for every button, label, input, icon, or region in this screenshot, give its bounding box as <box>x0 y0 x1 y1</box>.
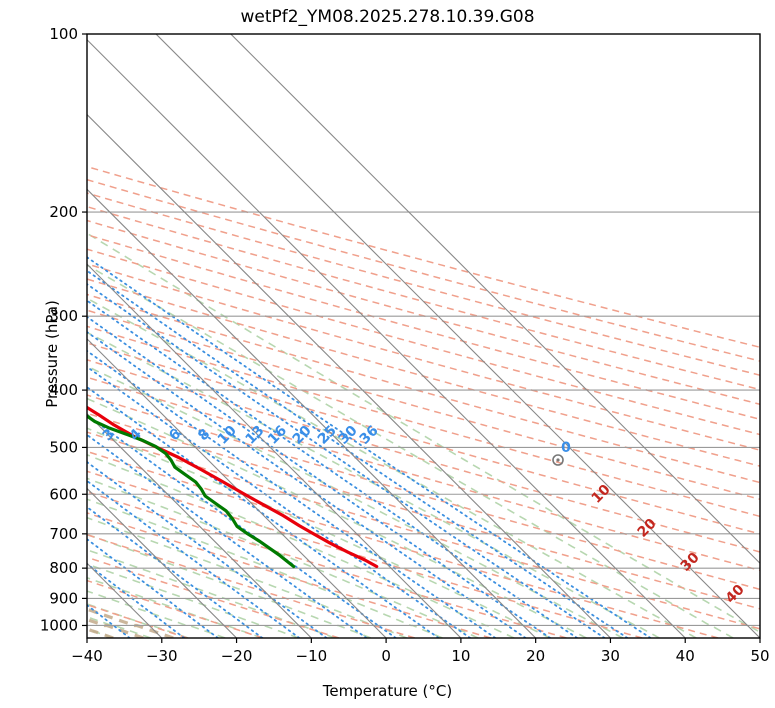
isotherm-line <box>230 34 760 565</box>
moist-adiabat-line <box>87 331 660 638</box>
isobar-lines <box>87 34 760 627</box>
y-tick-label: 100 <box>49 25 78 43</box>
isotherm-line <box>155 34 760 638</box>
dry-adiabat-line <box>87 491 567 638</box>
level-marker-circle[interactable] <box>552 454 564 466</box>
moist-adiabat-line <box>87 477 479 638</box>
mixing-ratio-line <box>87 433 368 638</box>
moist-adiabat-line <box>87 297 697 638</box>
x-axis-label: Temperature (°C) <box>322 682 453 700</box>
mixing-ratio-line <box>87 256 652 638</box>
isotherm-line <box>87 263 462 638</box>
dry-adiabat-line <box>87 309 760 501</box>
mixing-ratio-line <box>87 269 629 638</box>
x-tick-label: 30 <box>601 647 620 665</box>
x-tick-label: 0 <box>381 647 391 665</box>
x-tick-label: 50 <box>750 647 769 665</box>
dry-adiabat-line <box>87 219 760 406</box>
isotherm-line <box>87 338 387 638</box>
x-tick-label: −10 <box>296 647 328 665</box>
y-tick-label: 600 <box>49 485 78 503</box>
mixing-ratio-line <box>87 479 301 638</box>
page-title: wetPf2_YM08.2025.278.10.39.G08 <box>240 7 535 27</box>
y-tick-label: 1000 <box>40 616 78 634</box>
mixing-ratio-line <box>87 538 219 638</box>
dry-adiabat-line <box>87 248 760 436</box>
moist-adiabat-line <box>87 590 226 638</box>
mixing-ratio-line <box>87 562 186 638</box>
moist-adiabat-line <box>87 427 551 638</box>
axis-ticks: −40 −30 −20 −10 0 10 20 30 40 50 100 200 300 400 500 60… <box>40 25 770 665</box>
x-tick-label: −30 <box>146 647 178 665</box>
isotherm-line <box>0 34 12 638</box>
moist-adiabat-line <box>87 232 760 634</box>
isotherm-line <box>87 637 88 638</box>
moist-adiabat-line <box>87 576 263 638</box>
isotherm-line <box>87 188 537 638</box>
plot-background <box>87 34 760 638</box>
plot-border <box>86 33 761 639</box>
mixing-ratio-label: 1 <box>3 426 21 444</box>
y-tick-label: 900 <box>49 589 78 607</box>
sounding-dewpoint-curve <box>87 414 296 569</box>
isotherm-line <box>87 487 237 638</box>
moist-adiabat-lines <box>87 232 760 638</box>
isotherm-line <box>87 38 686 638</box>
dry-adiabat-line <box>87 278 760 467</box>
moist-adiabat-line <box>87 365 624 638</box>
moist-adiabat-line <box>87 397 587 638</box>
x-tick-label: 20 <box>526 647 545 665</box>
x-tick-label: −40 <box>71 647 103 665</box>
sounding-curves <box>87 405 379 569</box>
dry-adiabat-line <box>87 579 264 638</box>
x-tick-label: 40 <box>676 647 695 665</box>
dry-adiabat-line <box>87 263 760 451</box>
mixing-ratio-line <box>87 283 606 638</box>
y-tick-label: 800 <box>49 559 78 577</box>
dry-adiabat-line <box>87 512 491 638</box>
isotherm-line <box>87 412 312 638</box>
y-tick-label: 500 <box>49 438 78 456</box>
mixing-ratio-line <box>87 330 527 638</box>
sounding-temperature-curve <box>87 405 379 569</box>
marker-label: 0 <box>561 440 571 456</box>
mixing-ratio-line <box>87 414 397 638</box>
dry-adiabat-line <box>87 205 760 391</box>
level-marker[interactable] <box>552 454 564 466</box>
dry-adiabat-line <box>87 233 760 421</box>
level-marker-dot <box>556 458 560 462</box>
mixing-ratio-line <box>87 365 472 638</box>
mixing-ratio-line <box>87 315 552 638</box>
isotherm-line <box>87 113 611 638</box>
y-tick-label: 700 <box>49 525 78 543</box>
y-tick-label: 300 <box>49 307 78 325</box>
mixing-ratio-line <box>87 505 264 638</box>
y-tick-label: 400 <box>49 381 78 399</box>
moist-adiabat-line <box>87 563 299 638</box>
dry-adiabat-line <box>87 431 760 630</box>
moist-adiabat-line <box>87 548 336 638</box>
mixing-ratio-line <box>87 299 578 638</box>
dry-adiabat-line <box>87 412 760 610</box>
dry-adiabat-line <box>87 325 760 518</box>
moist-adiabat-line <box>87 264 734 638</box>
moist-adiabat-line <box>87 453 515 638</box>
y-tick-label: 200 <box>49 203 78 221</box>
mixing-ratio-line <box>87 349 497 638</box>
dry-adiabat-lines <box>87 165 760 638</box>
x-tick-label: −20 <box>221 647 253 665</box>
x-tick-label: 10 <box>451 647 470 665</box>
isotherm-lines <box>0 34 760 638</box>
